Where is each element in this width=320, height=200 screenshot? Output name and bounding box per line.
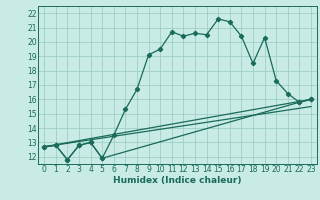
X-axis label: Humidex (Indice chaleur): Humidex (Indice chaleur) <box>113 176 242 185</box>
